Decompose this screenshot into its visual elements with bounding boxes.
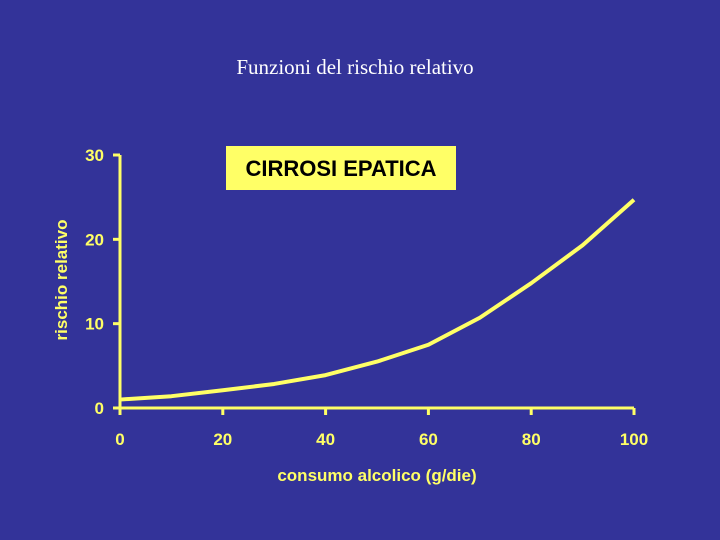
line <box>119 198 636 402</box>
y-axis-label: rischio relativo <box>52 220 71 341</box>
x-axis-label: consumo alcolico (g/die) <box>277 466 476 485</box>
y-tick-label: 0 <box>95 399 104 418</box>
annotation: CIRROSI EPATICA <box>245 156 436 181</box>
y-tick-label: 10 <box>85 315 104 334</box>
chart-title: Funzioni del rischio relativo <box>236 55 473 79</box>
y-tick-label: 20 <box>85 230 104 249</box>
x-tick-label: 80 <box>522 430 541 449</box>
x-tick-label: 20 <box>213 430 232 449</box>
x-tick-label: 100 <box>620 430 648 449</box>
annotation-box <box>226 146 456 190</box>
y-tick-label: 30 <box>85 146 104 165</box>
x-tick-label: 60 <box>419 430 438 449</box>
x-tick-label: 0 <box>115 430 124 449</box>
x-tick-label: 40 <box>316 430 335 449</box>
